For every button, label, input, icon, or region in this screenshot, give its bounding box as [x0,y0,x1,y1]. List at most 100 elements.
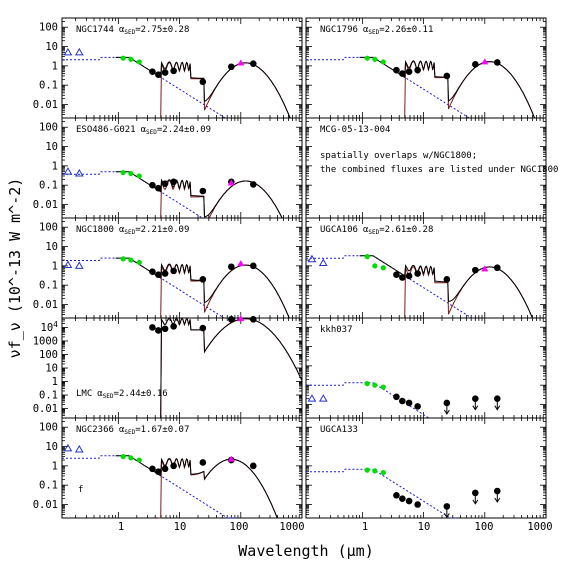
uv-point [307,254,317,263]
near-ir-point [136,457,142,463]
y-tick-label: 1 [52,460,58,472]
near-ir-point [136,59,142,65]
observed-point [161,180,169,187]
uv-point [63,167,73,175]
y-tick-label: 100 [39,122,58,134]
near-ir-point [120,454,126,460]
uv-point [74,261,84,269]
uv-point [74,445,84,453]
y-tick-label: 0.01 [33,499,58,511]
observed-point [405,399,413,407]
total-model-line [115,56,302,119]
observed-point [393,271,400,278]
observed-point [399,274,406,281]
y-tick-label: 0.01 [33,403,58,415]
observed-point [399,70,406,77]
observed-point [414,66,421,74]
upper-limit-arrowhead [443,409,450,415]
y-tick-label: 100 [39,222,58,234]
y-tick-label: 104 [41,320,59,334]
uv-point [318,258,328,267]
panel-mcg-05-13-004: MCG-05-13-004 spatially overlaps w/NGC180… [305,117,558,219]
observed-point [199,78,207,86]
panel-title: NGC1744 αSED=2.75±0.28 [76,25,189,36]
observed-point [170,323,177,330]
observed-point [393,491,400,499]
y-tick-label: 10 [45,363,58,375]
y-tick-label: 0.01 [33,199,58,211]
observed-point [149,324,156,331]
stellar-model-line [306,468,459,519]
far-ir-model-point [237,59,245,66]
dust-model-line [158,317,303,419]
near-ir-point [364,381,370,387]
upper-limit-arrowhead [443,513,450,519]
y-tick-label: 10 [45,241,58,253]
panel-title: kkh037 [320,325,353,335]
panel-kkh037: kkh037 [305,317,547,419]
observed-point [249,316,257,323]
total-model-line [115,317,303,419]
stellar-model-line [62,455,236,519]
upper-limit-arrowhead [472,405,479,411]
near-ir-point [120,169,126,176]
observed-point [414,270,421,277]
near-ir-point [128,56,134,62]
observed-point [170,267,177,275]
panel-ngc2366: 0.01 0.1 1 10 100 NGC2366 αSED=1.67±0.07 f [33,417,303,519]
panel-title: NGC1796 αSED=2.26±0.11 [320,25,433,36]
near-ir-point [372,382,378,388]
panel-title: UGCA133 [320,425,358,435]
observed-point [170,178,177,186]
observed-point [149,181,156,189]
observed-point [199,459,207,466]
panel-title: NGC1800 αSED=2.21±0.09 [76,225,189,236]
uv-point [63,47,73,56]
uv-point [318,394,328,402]
observed-point [228,63,235,71]
observed-point [149,268,156,275]
total-model-line [115,171,302,219]
observed-point [228,316,235,323]
dust-model-line [158,61,302,119]
total-model-line [115,455,302,519]
y-tick-label: 1 [52,260,58,272]
stellar-model-line [62,257,233,319]
stellar-model-line [306,382,438,419]
near-ir-point [380,265,386,271]
x-tick-label: 100 [230,521,249,533]
x-axis-label: Wavelength (μm) [238,542,373,560]
y-tick-label: 10 [45,141,58,153]
observed-point [249,60,257,67]
uv-point [307,394,317,402]
upper-limit-arrowhead [494,497,501,503]
y-tick-label: 100 [39,22,58,34]
uv-point [63,443,73,452]
uv-point [74,47,84,56]
observed-point [405,68,413,75]
observed-point [393,66,400,74]
observed-point [161,69,169,76]
far-ir-model-point [237,315,245,322]
observed-point [199,276,207,283]
near-ir-point [136,259,142,266]
near-ir-point [128,170,134,177]
far-ir-model-point [481,265,489,272]
panel-ugca133: UGCA133 [305,417,547,519]
observed-point [228,263,235,271]
x-tick-label: 10 [418,521,431,533]
x-tick-label: 1000 [279,521,304,533]
observed-point [199,324,207,332]
observed-point [155,184,162,192]
observed-point [149,465,156,473]
observed-point [155,468,162,475]
panel-eso486-g021: 0.01 0.1 1 10 100 ESO486-G021 αSED=2.24±0.09 [33,117,303,219]
total-model-line [115,257,302,319]
observed-point [155,271,162,278]
stellar-model-line [306,255,480,319]
observed-point [149,68,156,75]
observed-point [249,262,257,270]
far-ir-model-point [227,179,235,186]
